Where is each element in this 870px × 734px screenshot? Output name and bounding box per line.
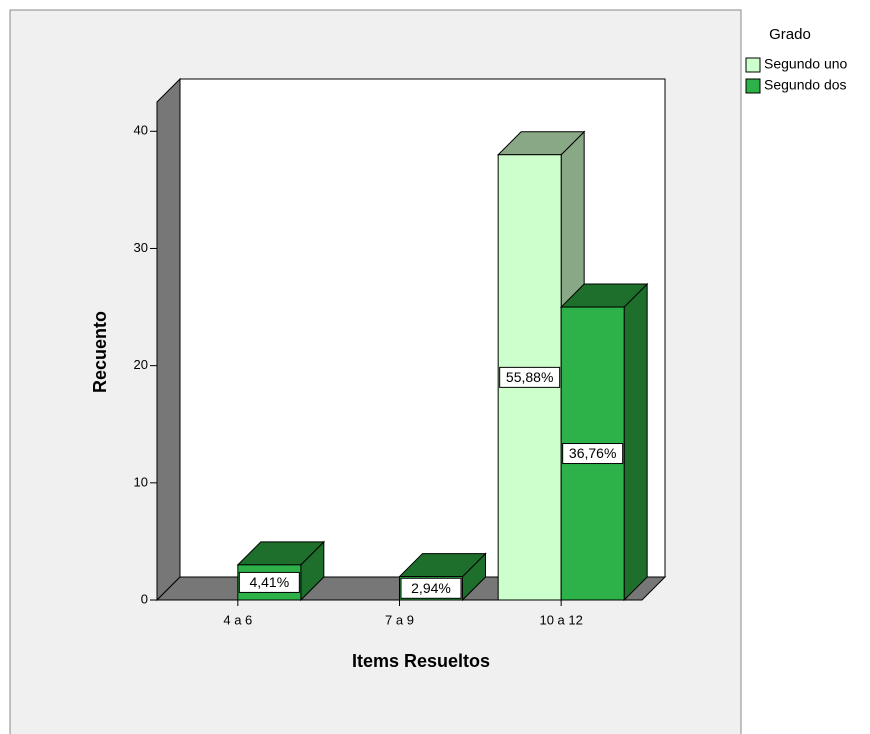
data-label: 4,41% [249,574,289,590]
x-tick-label: 4 a 6 [223,612,252,627]
x-tick-label: 7 a 9 [385,612,414,627]
data-label-box [499,366,561,388]
y-tick-label: 10 [134,474,148,489]
y-tick-label: 30 [134,240,148,255]
y-tick-label: 40 [134,123,148,138]
y-tick-label: 0 [141,591,148,606]
x-tick-label: 10 a 12 [539,612,582,627]
legend-swatch [745,57,761,73]
legend-swatch [745,78,761,94]
bar-side [623,282,648,602]
data-label-box [400,577,462,599]
data-label: 36,76% [569,445,616,461]
y-tick-label: 20 [134,357,148,372]
x-axis-title: Items Resueltos [352,651,490,671]
data-label: 2,94% [411,580,451,596]
legend-label: Segundo uno [764,56,848,72]
data-label-box [562,443,624,465]
y-axis-title: Recuento [90,311,110,393]
legend-label: Segundo dos [764,77,847,93]
legend-title: Grado [769,26,811,43]
left-wall [156,77,181,602]
data-label: 55,88% [506,369,553,385]
data-label-box [238,571,300,593]
